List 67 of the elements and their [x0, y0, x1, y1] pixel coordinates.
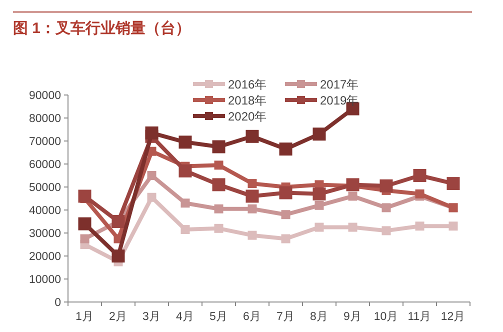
x-tick-label: 9月 [344, 310, 362, 323]
point [78, 190, 92, 203]
legend-label: 2016年 [228, 78, 267, 92]
point [112, 250, 125, 262]
y-tick-label: 20000 [29, 251, 61, 263]
point [279, 186, 292, 200]
y-tick-label: 60000 [29, 159, 61, 171]
x-tick-label: 2月 [109, 310, 128, 323]
point [279, 142, 292, 156]
x-tick-label: 3月 [142, 310, 161, 323]
point [382, 203, 391, 212]
point [180, 225, 190, 234]
point [147, 192, 156, 202]
point [180, 198, 190, 208]
point [348, 222, 358, 232]
point [145, 126, 158, 140]
point [214, 160, 224, 170]
point [415, 189, 424, 198]
point [248, 230, 257, 240]
point [413, 169, 426, 182]
legend-label: 2017年 [320, 78, 359, 92]
point [248, 179, 257, 188]
point [212, 178, 226, 192]
point [312, 187, 326, 200]
point [78, 217, 92, 230]
x-tick-label: 5月 [210, 310, 228, 323]
y-tick-label: 80000 [29, 113, 61, 125]
x-tick-label: 7月 [276, 310, 295, 323]
x-tick-label: 8月 [310, 310, 328, 323]
point [147, 171, 156, 180]
point [348, 192, 358, 201]
point [246, 130, 259, 143]
x-tick-label: 4月 [176, 310, 194, 323]
point [446, 177, 460, 190]
point [178, 164, 192, 178]
point [246, 190, 259, 203]
point [214, 204, 224, 214]
point [382, 226, 391, 236]
point [281, 234, 290, 244]
point [314, 222, 324, 232]
y-tick-label: 40000 [29, 205, 61, 217]
point [281, 210, 290, 220]
x-tick-label: 1月 [76, 310, 94, 323]
x-tick-label: 6月 [243, 310, 262, 323]
point [80, 234, 90, 244]
y-tick-label: 30000 [29, 228, 61, 240]
y-tick-label: 10000 [29, 274, 61, 286]
point [214, 224, 224, 233]
point [314, 200, 324, 210]
x-tick-label: 10月 [374, 310, 399, 323]
point [380, 179, 393, 192]
x-tick-label: 12月 [440, 310, 466, 323]
x-tick-label: 11月 [408, 310, 432, 323]
legend-label: 2020年 [228, 110, 267, 124]
point [346, 178, 360, 192]
point [448, 222, 458, 231]
point [312, 128, 326, 141]
point [178, 136, 192, 149]
point [248, 204, 257, 214]
point [415, 222, 424, 231]
chart-title: 图 1：叉车行业销量（台） [13, 19, 191, 37]
legend-label: 2018年 [228, 94, 267, 108]
y-tick-label: 90000 [29, 90, 61, 102]
y-tick-label: 0 [54, 297, 61, 309]
point [212, 140, 226, 154]
y-tick-label: 70000 [29, 136, 61, 148]
y-tick-label: 50000 [29, 182, 61, 194]
